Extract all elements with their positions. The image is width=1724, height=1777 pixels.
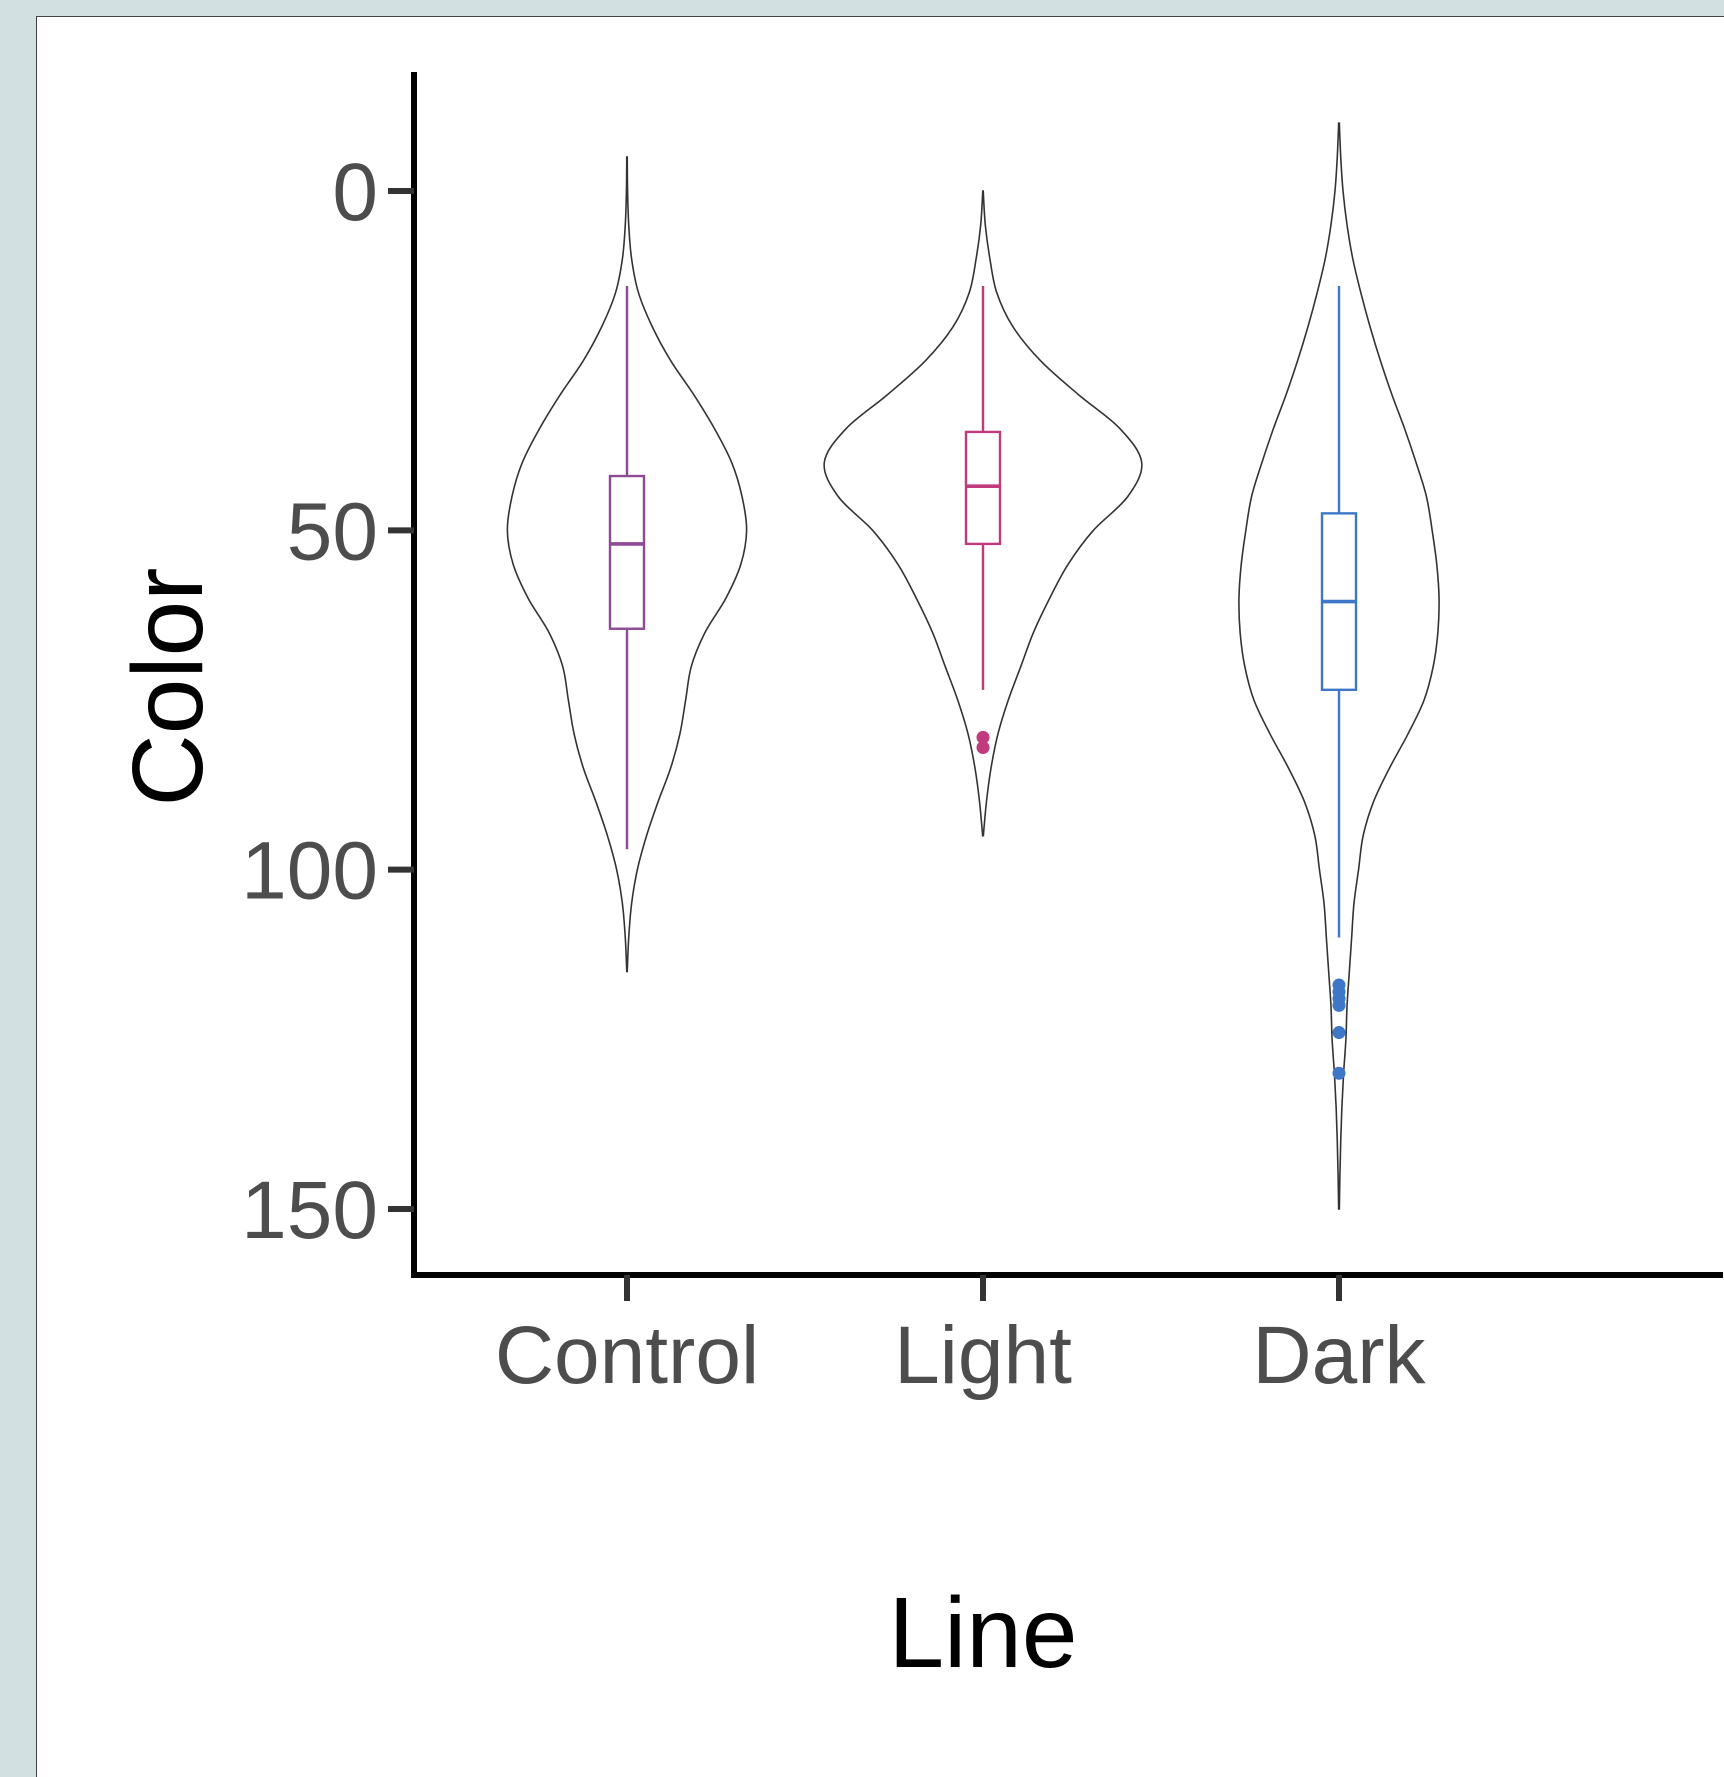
violins-layer: [506, 122, 1440, 1210]
y-tick-label: 50: [287, 486, 378, 577]
violin-chart: 0 50 100 150 Control Light Dark Color Line: [112, 72, 1723, 1689]
x-tick-label-light: Light: [894, 1310, 1072, 1401]
box-control: [608, 474, 646, 630]
x-tick-label-dark: Dark: [1252, 1310, 1426, 1401]
x-tick-label-control: Control: [495, 1310, 759, 1401]
outlier-point-dark: [1332, 1026, 1346, 1040]
figure-panel: 0 50 100 150 Control Light Dark Color Line: [36, 16, 1724, 1777]
outlier-point-dark: [1332, 998, 1346, 1012]
violin-control: [506, 156, 748, 973]
x-axis-title: Line: [888, 1577, 1077, 1689]
y-tick-label: 150: [241, 1165, 378, 1256]
y-axis-title: Color: [112, 568, 224, 807]
axes-layer: 0 50 100 150 Control Light Dark: [241, 72, 1723, 1401]
outlier-point-light: [976, 741, 990, 755]
outlier-point-dark: [1332, 1066, 1346, 1080]
y-tick-label: 0: [332, 147, 378, 238]
outlier-point-light: [976, 730, 990, 744]
violin-light: [823, 190, 1143, 837]
boxplots-layer: [608, 286, 1358, 1080]
y-tick-label: 100: [241, 826, 378, 917]
violin-dark: [1238, 122, 1440, 1210]
